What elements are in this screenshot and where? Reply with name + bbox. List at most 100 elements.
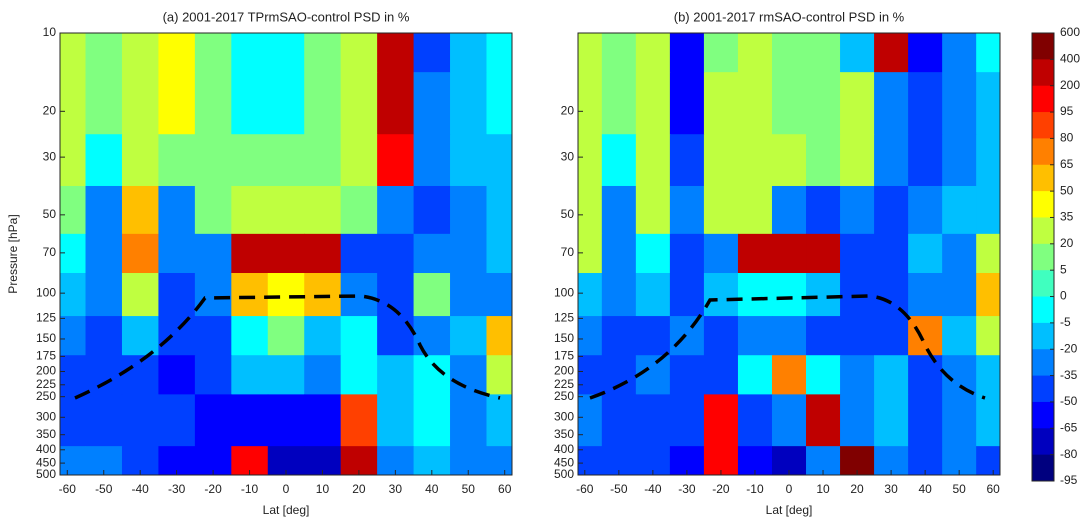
heatmap-cell <box>60 72 87 135</box>
heatmap-cell <box>158 316 196 356</box>
heatmap-cell <box>267 394 305 447</box>
heatmap-cell <box>85 134 123 187</box>
colorbar-label: -35 <box>1060 368 1078 382</box>
y-tick-label: 400 <box>36 442 56 456</box>
heatmap-cell <box>486 355 512 395</box>
heatmap-cell <box>60 446 87 475</box>
heatmap-cell <box>85 185 123 235</box>
y-tick-label: 250 <box>554 389 574 403</box>
chart-title: (a) 2001-2017 TPrmSAO-control PSD in % <box>163 9 410 24</box>
heatmap-cell <box>231 233 269 274</box>
heatmap-cell <box>304 355 342 395</box>
y-tick-label: 400 <box>554 442 574 456</box>
heatmap-cell <box>486 185 512 235</box>
heatmap-cell <box>486 233 512 274</box>
heatmap-cell <box>908 185 943 235</box>
y-tick-label: 300 <box>554 409 574 423</box>
heatmap-b <box>578 33 1000 475</box>
heatmap-cell <box>450 355 487 395</box>
y-tick-label: 100 <box>36 285 56 299</box>
heatmap-cell <box>703 233 739 274</box>
heatmap-cell <box>669 355 705 395</box>
heatmap-cell <box>771 134 807 187</box>
x-tick-label: 60 <box>498 482 512 496</box>
heatmap-cell <box>601 72 637 135</box>
heatmap-cell <box>806 316 841 356</box>
heatmap-cell <box>267 233 305 274</box>
heatmap-cell <box>267 355 305 395</box>
heatmap-cell <box>976 394 1000 447</box>
y-tick-label: 30 <box>43 149 57 163</box>
heatmap-cell <box>486 72 512 135</box>
heatmap-cell <box>450 33 487 73</box>
chart-title: (b) 2001-2017 rmSAO-control PSD in % <box>674 9 905 24</box>
y-tick-label: 225 <box>36 377 56 391</box>
heatmap-cell <box>340 316 378 356</box>
heatmap-cell <box>908 273 943 317</box>
y-tick-label: 250 <box>36 389 56 403</box>
colorbar-swatch <box>1032 85 1054 113</box>
heatmap-cell <box>194 355 232 395</box>
heatmap-cell <box>942 273 977 317</box>
colorbar-swatch <box>1032 138 1054 166</box>
y-tick-label: 350 <box>554 427 574 441</box>
x-tick-label: 50 <box>952 482 966 496</box>
heatmap-cell <box>976 355 1000 395</box>
x-tick-label: 30 <box>884 482 898 496</box>
heatmap-cell <box>340 33 378 73</box>
x-tick-label: 30 <box>389 482 403 496</box>
heatmap-cell <box>121 134 159 187</box>
heatmap-cell <box>450 185 487 235</box>
x-tick-label: -50 <box>95 482 113 496</box>
x-tick-label: -40 <box>644 482 662 496</box>
heatmap-cell <box>601 233 637 274</box>
heatmap-cell <box>635 134 671 187</box>
colorbar-frame <box>1031 32 1055 482</box>
colorbar-swatch <box>1032 270 1054 298</box>
heatmap-cell <box>194 185 232 235</box>
heatmap-cell <box>450 316 487 356</box>
heatmap-cell <box>578 185 603 235</box>
colorbar-swatch <box>1032 454 1054 482</box>
colorbar-label: -80 <box>1060 447 1078 461</box>
heatmap-cell <box>737 134 773 187</box>
x-tick-label: 0 <box>786 482 793 496</box>
heatmap-cell <box>231 394 269 447</box>
heatmap-cell <box>60 273 87 317</box>
colorbar-label: 35 <box>1060 210 1074 224</box>
heatmap-cell <box>771 355 807 395</box>
tropopause-line <box>74 294 501 400</box>
colorbar-swatch <box>1032 112 1054 139</box>
heatmap-cell <box>942 72 977 135</box>
heatmap-cell <box>976 233 1000 274</box>
heatmap-cell <box>806 33 841 73</box>
x-tick-label: -30 <box>168 482 186 496</box>
heatmap-cell <box>976 72 1000 135</box>
heatmap-cell <box>304 394 342 447</box>
y-tick-label: 10 <box>43 25 57 39</box>
colorbar-swatch <box>1032 59 1054 87</box>
colorbar-label: 200 <box>1060 78 1080 92</box>
colorbar-label: -65 <box>1060 420 1078 434</box>
heatmap-cell <box>413 33 451 73</box>
x-tick-label: 10 <box>816 482 830 496</box>
heatmap-cell <box>121 72 159 135</box>
y-tick-label: 175 <box>554 349 574 363</box>
heatmap-cell <box>377 355 415 395</box>
heatmap-cell <box>703 316 739 356</box>
colorbar-swatch <box>1032 375 1054 403</box>
heatmap-cell <box>908 316 943 356</box>
colorbar-label: 0 <box>1060 289 1067 303</box>
heatmap-cell <box>737 273 773 317</box>
heatmap-cell <box>158 233 196 274</box>
heatmap-cell <box>942 316 977 356</box>
heatmap-cell <box>450 233 487 274</box>
heatmap-cell <box>231 355 269 395</box>
colorbar-swatch <box>1032 217 1054 245</box>
heatmap-cell <box>840 355 875 395</box>
heatmap-cell <box>340 72 378 135</box>
heatmap-cell <box>231 185 269 235</box>
x-tick-label: -10 <box>241 482 259 496</box>
heatmap-cell <box>267 33 305 73</box>
heatmap-cell <box>578 134 603 187</box>
